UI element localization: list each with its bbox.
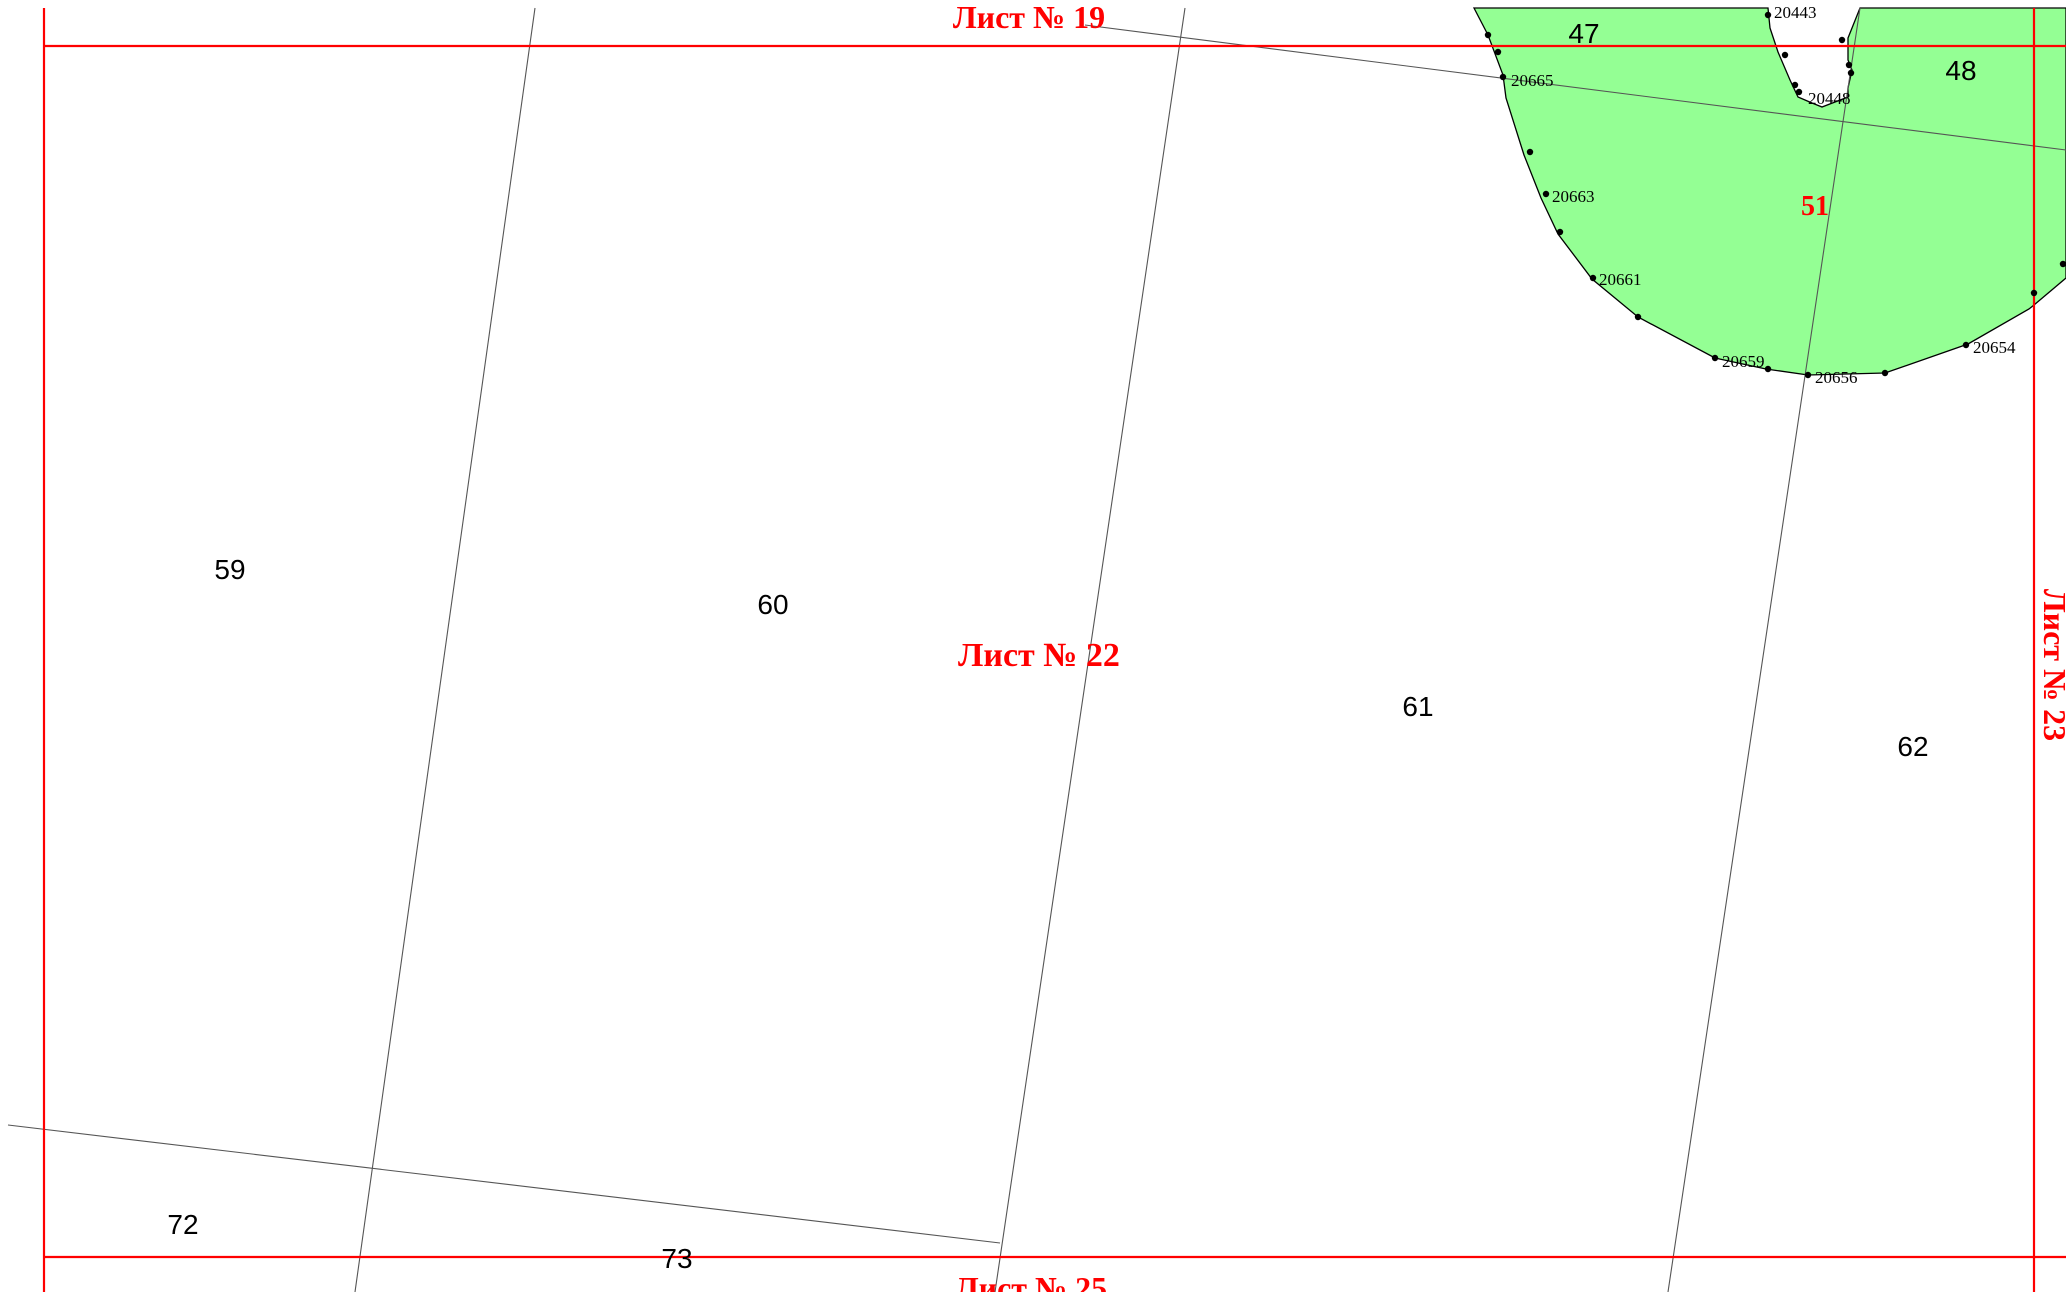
vertex-point: [1804, 371, 1812, 379]
parcel-label-59: 59: [214, 554, 245, 585]
parcel-label-62: 62: [1897, 731, 1928, 762]
zone-51-area[interactable]: [1472, 7, 2066, 376]
sheet-label-top: Лист № 19: [953, 0, 1105, 35]
sheet-label-right: Лист № 23: [2037, 589, 2066, 741]
boundary-vertices: [1484, 11, 2066, 379]
vertex-point: [1881, 369, 1889, 377]
vertex-point: [1791, 81, 1799, 89]
sheet-borders: [42, 8, 2066, 1292]
vertex-point: [1634, 313, 1642, 321]
vertex-point: [1589, 274, 1597, 282]
vertex-point: [2059, 260, 2066, 268]
sheet-label-center: Лист № 22: [958, 637, 1120, 674]
vertex-point: [1556, 228, 1564, 236]
parcel-boundaries: [7, 7, 2066, 1292]
point-label-20448: 20448: [1808, 89, 1851, 108]
parcel-label-73: 73: [661, 1243, 692, 1274]
vertex-point: [1845, 61, 1853, 69]
zone-51-label: 51: [1801, 191, 1829, 222]
point-label-20443: 20443: [1774, 3, 1817, 22]
parcel-label-61: 61: [1402, 691, 1433, 722]
vertex-point: [1795, 88, 1803, 96]
vertex-point: [1526, 148, 1534, 156]
vertex-point: [2030, 289, 2038, 297]
vertex-point: [1494, 48, 1502, 56]
vertex-point: [1499, 73, 1507, 81]
point-label-20661: 20661: [1599, 270, 1642, 289]
parcel-label-48: 48: [1945, 55, 1976, 86]
vertex-point: [1764, 11, 1772, 19]
vertex-point: [1542, 190, 1550, 198]
boundary-line: [1667, 7, 1861, 1292]
boundary-line: [994, 7, 1186, 1292]
vertex-point: [1962, 341, 1970, 349]
vertex-point: [1847, 69, 1855, 77]
vertex-labels: 20443 20448 20665 20663 20661 20659 2065…: [1511, 3, 2016, 387]
boundary-line: [7, 1124, 1001, 1244]
boundary-line: [354, 7, 536, 1292]
parcel-labels: 47 48 59 60 61 62 72 73: [167, 18, 1976, 1274]
point-label-20663: 20663: [1552, 187, 1595, 206]
vertex-point: [1711, 354, 1719, 362]
point-label-20656: 20656: [1815, 368, 1858, 387]
vertex-point: [1781, 51, 1789, 59]
point-label-20665: 20665: [1511, 71, 1554, 90]
vertex-point: [1484, 31, 1492, 39]
vertex-point: [1764, 365, 1772, 373]
sheet-label-bottom: Лист № 25: [955, 1270, 1107, 1292]
parcel-label-60: 60: [757, 589, 788, 620]
point-label-20659: 20659: [1722, 352, 1765, 371]
parcel-label-47: 47: [1568, 18, 1599, 49]
vertex-point: [1838, 36, 1846, 44]
parcel-label-72: 72: [167, 1209, 198, 1240]
point-label-20654: 20654: [1973, 338, 2016, 357]
